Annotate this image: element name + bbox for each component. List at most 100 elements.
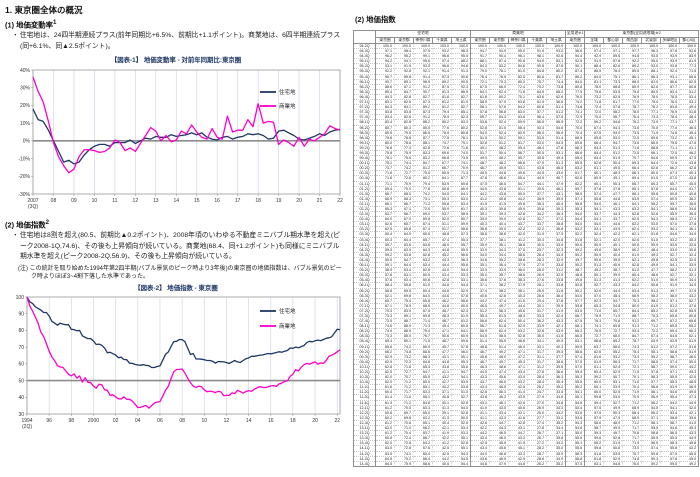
table-cell: 47.1 — [432, 328, 452, 334]
table-cell: 92.6 — [546, 53, 566, 59]
svg-text:08: 08 — [179, 418, 185, 424]
table-cell: 38.2 — [489, 287, 509, 294]
table-cell: 96.2 — [375, 53, 395, 59]
table-cell: 64.4 — [394, 236, 414, 243]
table-cell: 42.6 — [470, 419, 490, 426]
table-cell: 87.7 — [413, 134, 433, 141]
table-cell: 36.5 — [679, 211, 700, 217]
table-cell: 44.4 — [508, 302, 528, 309]
table-cell: 41.2 — [432, 440, 452, 446]
table-cell: 51.2 — [546, 109, 566, 115]
table-cell: 27.2 — [527, 440, 547, 446]
table-cell: 39.9 — [546, 302, 566, 309]
table-cell: 56.5 — [641, 440, 661, 446]
table-cell: 51.1 — [508, 185, 528, 192]
table-cell: 69.2 — [584, 119, 604, 125]
table-cell: 57.8 — [603, 104, 623, 110]
table-row: 14-2Q 63.5 74.1 65.4 42.5 54.3 44.0 46.8 43.3 28.… — [353, 450, 700, 457]
table-cell: 42.2 — [603, 231, 623, 238]
table-cell: 57.5 — [565, 460, 585, 467]
table-cell: 58.3 — [641, 297, 661, 304]
table-cell: 90.4 — [489, 53, 509, 59]
table-cell: 49.2 — [679, 460, 700, 467]
table-cell: 52.7 — [603, 399, 623, 406]
table-row: 10-1Q 62.8 71.6 65.3 43.8 55.6 46.3 48.6 47.1 31.… — [353, 363, 700, 370]
table-cell: 77.6 — [432, 124, 452, 131]
table-cell: 95.0 — [508, 48, 528, 54]
table-cell: 100.0 — [584, 42, 604, 49]
table-cell: 41.6 — [508, 414, 528, 421]
table-cell: 39.0 — [489, 226, 509, 232]
table-cell: 72.8 — [394, 440, 414, 446]
row-label: 00-2Q — [353, 165, 376, 171]
table-cell: 43.8 — [679, 175, 700, 182]
table-cell: 52.8 — [450, 440, 471, 446]
table-cell: 56.2 — [641, 200, 661, 207]
series-line-commercial — [26, 297, 341, 410]
table-cell: 59.3 — [584, 430, 604, 436]
table-cell: 71.8 — [584, 99, 604, 105]
row-label: 09-2Q — [353, 348, 376, 355]
table-cell: 49.3 — [641, 251, 661, 258]
table-cell: 44.0 — [432, 267, 452, 273]
table-cell: 47.5 — [470, 180, 490, 187]
table-cell: 26.9 — [527, 404, 547, 411]
table-cell: 71.6 — [394, 363, 414, 370]
table-cell: 54.6 — [565, 399, 585, 406]
table-cell: 34.2 — [527, 211, 547, 217]
table-cell: 73.3 — [622, 353, 642, 360]
table-cell: 54.1 — [660, 226, 680, 232]
table-cell: 84.3 — [375, 104, 395, 110]
table-cell: 80.9 — [622, 83, 642, 90]
table-cell: 40.9 — [603, 262, 623, 268]
table-cell: 76.8 — [375, 144, 395, 151]
table-cell: 62.0 — [375, 440, 395, 446]
table-cell: 70.9 — [450, 165, 471, 171]
table-cell: 65.5 — [413, 231, 433, 238]
table-cell: 54.4 — [450, 267, 471, 273]
table-cell: 70.8 — [394, 419, 414, 426]
row-label: 05-3Q — [353, 272, 376, 278]
table-cell: 63.4 — [584, 155, 604, 161]
table-cell: 33.2 — [546, 414, 566, 421]
table-cell: 44.2 — [470, 297, 490, 304]
table-cell: 87.3 — [413, 99, 433, 105]
table-cell: 56.5 — [546, 119, 566, 125]
table-cell: 76.0 — [565, 93, 585, 100]
table-row: 01-1Q 71.1 70.9 79.4 63.9 69.8 47.5 46.5 54.7 44.… — [353, 180, 700, 187]
table-cell: 45.5 — [489, 440, 509, 446]
table-cell: 34.2 — [546, 409, 566, 416]
table-cell: 72.5 — [622, 134, 642, 141]
table-cell: 63.8 — [394, 251, 414, 258]
table-cell: 71.2 — [641, 323, 661, 329]
table-cell: 57.7 — [641, 379, 661, 385]
table-cell: 55.3 — [450, 236, 471, 243]
table-cell: 64.0 — [413, 292, 433, 299]
table-cell: 43.8 — [489, 190, 509, 197]
table-cell: 60.1 — [584, 384, 604, 390]
row-label: 01-3Q — [353, 190, 376, 197]
table-cell: 43.9 — [546, 328, 566, 334]
row-label: 97-1Q — [353, 99, 376, 105]
svg-text:30%: 30% — [20, 85, 31, 91]
table-cell: 51.9 — [660, 282, 680, 288]
table-cell: 55.5 — [565, 435, 585, 441]
table-cell: 52.0 — [432, 216, 452, 222]
table-cell: 71.2 — [622, 399, 642, 406]
table-cell: 57.0 — [565, 363, 585, 370]
table-cell: 41.2 — [508, 236, 528, 243]
table-cell: 46.3 — [489, 394, 509, 401]
table-cell: 87.8 — [546, 63, 566, 69]
table-cell: 52.7 — [679, 297, 700, 304]
table-cell: 68.9 — [565, 134, 585, 141]
table-cell: 53.0 — [603, 134, 623, 141]
table-cell: 83.9 — [679, 53, 700, 59]
table-cell: 43.6 — [470, 455, 490, 462]
table-cell: 43.3 — [546, 318, 566, 324]
table-row: 12-4Q 61.2 70.8 65.1 40.4 52.5 42.6 44.7 42.8 27.… — [353, 419, 700, 426]
table-cell: 91.2 — [622, 318, 642, 324]
table-cell: 65.7 — [375, 297, 395, 304]
table-cell: 74.7 — [432, 139, 452, 146]
table-cell: 47.9 — [489, 460, 509, 467]
table-cell: 49.1 — [470, 144, 490, 151]
